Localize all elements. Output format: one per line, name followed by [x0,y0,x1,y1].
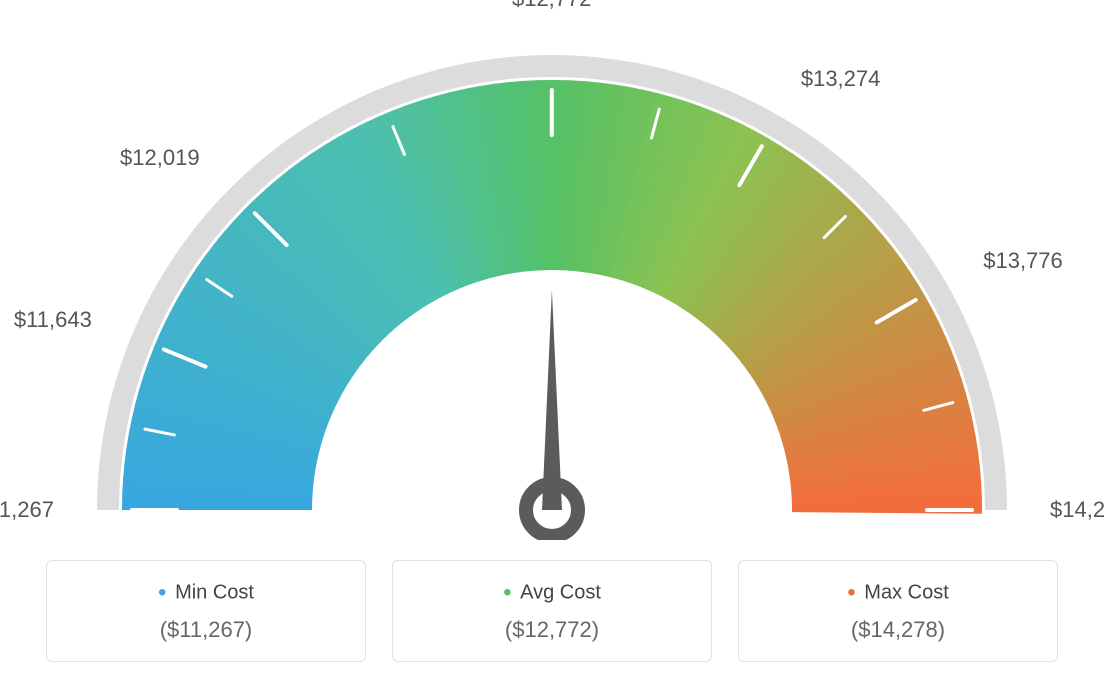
min-cost-card: Min Cost ($11,267) [46,560,366,662]
avg-cost-label: Avg Cost [417,579,687,607]
min-cost-value: ($11,267) [71,617,341,643]
gauge-tick-label: $11,267 [0,497,54,523]
gauge-tick-label: $11,643 [14,307,92,333]
gauge-tick-label: $13,274 [801,66,881,92]
max-cost-label: Max Cost [763,579,1033,607]
gauge-tick-label: $12,772 [512,0,592,12]
gauge-tick-label: $14,278 [1050,497,1104,523]
gauge-tick-label: $12,019 [120,145,200,171]
cost-gauge-chart: $11,267$11,643$12,019$12,772$13,274$13,7… [22,20,1082,540]
max-cost-value: ($14,278) [763,617,1033,643]
min-cost-label: Min Cost [71,579,341,607]
avg-cost-value: ($12,772) [417,617,687,643]
gauge-svg [22,20,1082,540]
avg-cost-card: Avg Cost ($12,772) [392,560,712,662]
max-cost-card: Max Cost ($14,278) [738,560,1058,662]
summary-cards: Min Cost ($11,267) Avg Cost ($12,772) Ma… [46,560,1058,662]
gauge-tick-label: $13,776 [983,248,1063,274]
